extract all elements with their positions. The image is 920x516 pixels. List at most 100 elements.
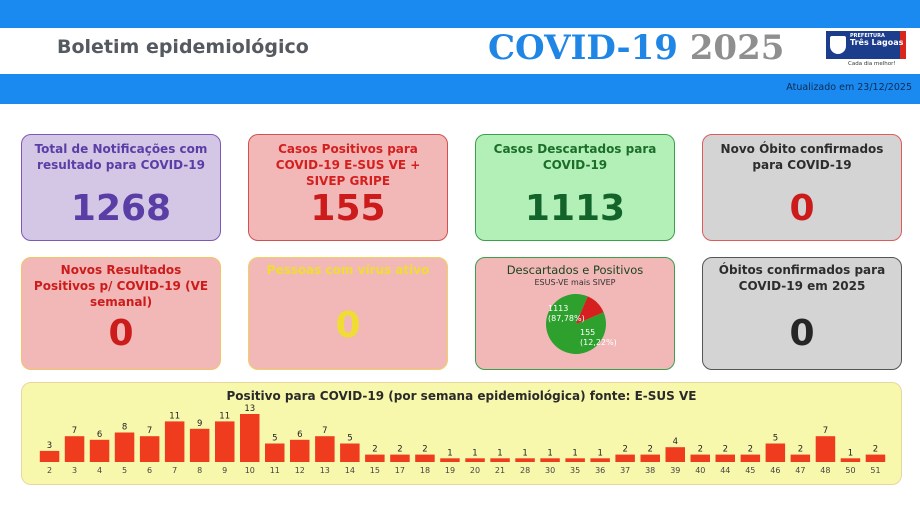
bar-value-label: 2 (798, 445, 803, 455)
x-tick-label: 39 (670, 466, 680, 475)
bar (390, 454, 410, 462)
card-title: Casos Positivos para COVID-19 E-SUS VE +… (275, 142, 421, 188)
bar-value-label: 1 (547, 448, 552, 458)
bar (740, 454, 761, 462)
bar (840, 458, 861, 462)
bar-value-label: 11 (169, 411, 180, 421)
bar (340, 443, 360, 462)
card-discarded-cases: Casos Descartados para COVID-19 1113 (475, 134, 675, 241)
top-accent-bar (0, 0, 920, 28)
x-tick-label: 50 (845, 466, 855, 475)
bar (189, 428, 210, 462)
bar (315, 436, 335, 462)
x-tick-label: 12 (295, 466, 305, 475)
bar-value-label: 1 (522, 448, 527, 458)
card-positive-cases: Casos Positivos para COVID-19 E-SUS VE +… (248, 134, 448, 241)
covid-label: COVID-19 (488, 28, 678, 68)
bar-value-label: 2 (422, 445, 427, 455)
card-value: 0 (108, 313, 134, 354)
bar (365, 454, 385, 462)
card-value: 0 (335, 305, 361, 346)
bar (265, 443, 285, 462)
card-title: Total de Notificações com resultado para… (34, 142, 208, 172)
card-deaths-2025: Óbitos confirmados para COVID-19 em 2025… (702, 257, 902, 370)
city-emblem-icon (830, 36, 846, 54)
bar (865, 454, 886, 462)
bar-value-label: 1 (447, 448, 452, 458)
x-tick-label: 4 (97, 466, 102, 475)
bar-value-label: 2 (723, 445, 728, 455)
bar (715, 454, 735, 462)
bar (565, 458, 585, 462)
bar (540, 458, 560, 462)
card-new-positive-weekly: Novos Resultados Positivos p/ COVID-19 (… (21, 257, 221, 370)
updated-date: Atualizado em 23/12/2025 (786, 82, 912, 93)
x-tick-label: 9 (222, 466, 227, 475)
card-subtitle: ESUS-VE mais SIVEP (534, 278, 616, 287)
pie-label-discarded: 1113 (87,78%) (548, 304, 585, 323)
bar (215, 421, 235, 462)
bar-value-label: 2 (873, 445, 878, 455)
pie-label-positive: 155 (12,22%) (580, 328, 617, 347)
bar-value-label: 7 (72, 426, 77, 436)
x-tick-label: 28 (520, 466, 530, 475)
bar (164, 421, 185, 462)
bar (640, 454, 660, 462)
bar (790, 454, 811, 462)
card-title: Descartados e Positivos (506, 263, 644, 277)
x-tick-label: 44 (720, 466, 730, 475)
bar (64, 436, 85, 462)
bar-value-label: 5 (773, 434, 778, 444)
bar (515, 458, 535, 462)
bar-value-label: 3 (47, 441, 52, 451)
x-tick-label: 21 (495, 466, 505, 475)
card-value: 155 (310, 188, 386, 229)
x-tick-label: 45 (745, 466, 755, 475)
bar-value-label: 13 (244, 404, 255, 414)
card-value: 0 (789, 313, 815, 354)
bar (690, 454, 710, 462)
card-title: Pessoas com vírus ativo (266, 263, 430, 277)
logo-line2: Três Lagoas (850, 38, 904, 47)
card-value: 0 (789, 188, 815, 229)
x-tick-label: 5 (122, 466, 127, 475)
x-tick-label: 6 (147, 466, 152, 475)
bar-value-label: 4 (673, 437, 678, 447)
bar (139, 436, 160, 462)
card-new-death: Novo Óbito confirmados para COVID-19 0 (702, 134, 902, 241)
x-tick-label: 51 (870, 466, 880, 475)
pie-slice-positive (576, 296, 604, 324)
bar (490, 458, 510, 462)
x-tick-label: 36 (595, 466, 605, 475)
x-tick-label: 8 (197, 466, 202, 475)
x-tick-label: 2 (47, 466, 52, 475)
bar-value-label: 1 (597, 448, 602, 458)
bar (290, 439, 310, 462)
x-tick-label: 10 (245, 466, 255, 475)
bar (89, 439, 110, 462)
bar (240, 414, 260, 462)
x-tick-label: 19 (445, 466, 455, 475)
bar (114, 432, 135, 462)
bar (465, 458, 485, 462)
x-tick-label: 46 (770, 466, 780, 475)
card-total-notifications: Total de Notificações com resultado para… (21, 134, 221, 241)
bar (765, 443, 786, 462)
x-tick-label: 20 (470, 466, 480, 475)
header: Boletim epidemiológico COVID-19 2025 PRE… (0, 28, 920, 74)
bar (415, 454, 435, 462)
x-tick-label: 37 (620, 466, 630, 475)
x-tick-label: 40 (695, 466, 705, 475)
bar-value-label: 1 (472, 448, 477, 458)
prefeitura-logo: PREFEITURA Três Lagoas Cada dia melhor! (826, 31, 910, 71)
bar (615, 454, 635, 462)
card-discarded-positive: Descartados e Positivos ESUS-VE mais SIV… (475, 257, 675, 370)
bar-value-label: 9 (197, 419, 202, 429)
x-tick-label: 14 (345, 466, 355, 475)
update-bar: Atualizado em 23/12/2025 (0, 74, 920, 104)
logo-tagline: Cada dia melhor! (848, 61, 896, 67)
x-tick-label: 11 (270, 466, 280, 475)
bar-value-label: 1 (848, 448, 853, 458)
bar (440, 458, 460, 462)
card-value: 1268 (70, 188, 172, 229)
